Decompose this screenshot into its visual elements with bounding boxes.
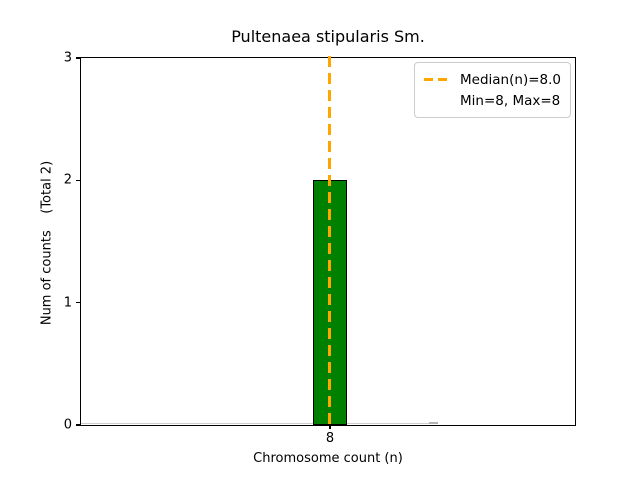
y-axis-label: Num of counts (Total 2) [39,160,55,326]
legend-entry-minmax: Min=8, Max=8 [424,90,561,111]
y-tick-label: 3 [63,50,72,66]
legend-entry-median: Median(n)=8.0 [424,69,561,90]
legend: Median(n)=8.0 Min=8, Max=8 [414,62,571,118]
dashed-line-icon [424,78,451,81]
x-tick-label: 8 [325,431,335,446]
legend-spacer [424,99,450,102]
median-line [328,56,332,425]
y-tick-mark [76,424,80,426]
legend-label-median: Median(n)=8.0 [460,71,561,88]
plot-area: Median(n)=8.0 Min=8, Max=8 0 1 2 3 8 [64,52,576,445]
chart-title: Pultenaea stipularis Sm. [231,27,425,46]
y-tick-label: 0 [63,417,72,433]
legend-label-minmax: Min=8, Max=8 [460,92,561,109]
y-tick-label: 1 [63,295,72,311]
x-axis-label: Chromosome count (n) [253,451,403,466]
x-tick-mark [329,425,331,429]
zero-height-bar-edge-line [81,423,438,424]
y-tick-mark [76,179,80,181]
y-tick-mark [76,302,80,304]
zero-height-bar-edge-blob [429,421,438,424]
y-tick-mark [76,57,80,59]
y-tick-label: 2 [63,172,72,188]
